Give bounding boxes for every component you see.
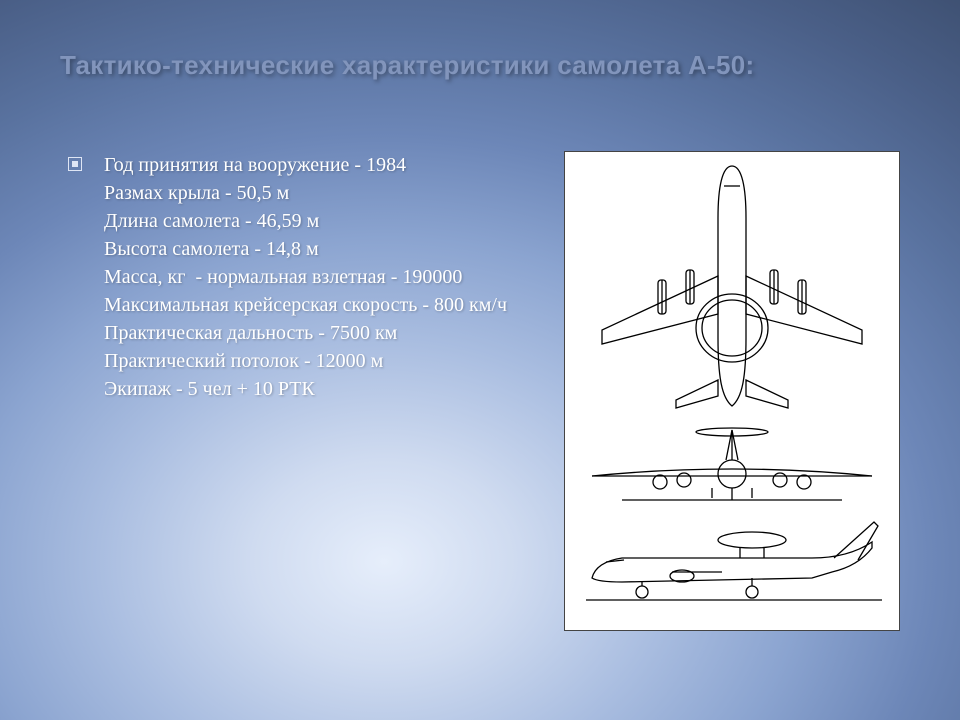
spec-text: Год принятия на вооружение - 1984 Размах… bbox=[104, 151, 507, 403]
aircraft-top-view-icon bbox=[572, 158, 892, 418]
content-row: Год принятия на вооружение - 1984 Размах… bbox=[60, 151, 900, 631]
slide-title: Тактико-технические характеристики самол… bbox=[60, 50, 900, 81]
spec-line: Размах крыла - 50,5 м bbox=[104, 179, 507, 207]
square-bullet-icon bbox=[68, 157, 82, 171]
aircraft-side-view-icon bbox=[572, 508, 892, 618]
spec-line: Экипаж - 5 чел + 10 РТК bbox=[104, 375, 507, 403]
spec-line: Максимальная крейсерская скорость - 800 … bbox=[104, 291, 507, 319]
spec-line: Практическая дальность - 7500 км bbox=[104, 319, 507, 347]
aircraft-front-view-icon bbox=[572, 418, 892, 508]
spec-line: Высота самолета - 14,8 м bbox=[104, 235, 507, 263]
spec-line: Длина самолета - 46,59 м bbox=[104, 207, 507, 235]
spec-line: Год принятия на вооружение - 1984 bbox=[104, 151, 507, 179]
bullet-block: Год принятия на вооружение - 1984 Размах… bbox=[60, 151, 560, 403]
spec-line: Масса, кг - нормальная взлетная - 190000 bbox=[104, 263, 507, 291]
aircraft-three-view-diagram bbox=[564, 151, 900, 631]
spec-line: Практический потолок - 12000 м bbox=[104, 347, 507, 375]
figure-area bbox=[560, 151, 900, 631]
slide: Тактико-технические характеристики самол… bbox=[0, 0, 960, 720]
